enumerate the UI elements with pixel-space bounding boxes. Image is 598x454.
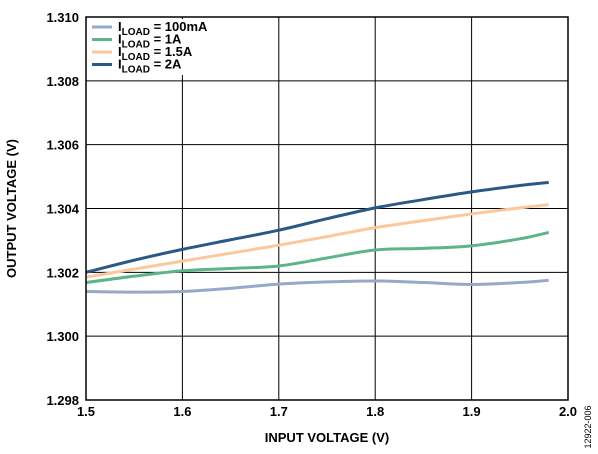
- legend-label-0: ILOAD = 100mA: [118, 19, 208, 38]
- y-tick-labels: 1.298 1.300 1.302 1.304 1.306 1.308 1.310: [46, 10, 79, 408]
- y-tick-label: 1.298: [46, 393, 79, 408]
- series-line-1: [85, 230, 550, 285]
- series-line-2: [85, 203, 549, 279]
- y-tick-label: 1.300: [46, 329, 79, 344]
- x-tick-label: 1.6: [173, 404, 191, 419]
- y-tick-label: 1.310: [46, 10, 79, 25]
- x-axis-title: INPUT VOLTAGE (V): [265, 430, 389, 445]
- y-tick-label: 1.304: [46, 202, 79, 217]
- x-tick-label: 1.9: [463, 404, 481, 419]
- legend-label-3: ILOAD = 2A: [118, 57, 182, 76]
- x-tick-label: 1.5: [77, 404, 95, 419]
- x-tick-label: 1.7: [270, 404, 288, 419]
- x-tick-labels: 1.5 1.6 1.7 1.8 1.9 2.0: [77, 404, 577, 419]
- legend-label-2: ILOAD = 1.5A: [118, 44, 193, 63]
- x-tick-label: 2.0: [559, 404, 577, 419]
- x-tick-label: 1.8: [366, 404, 384, 419]
- series-line-0: [85, 278, 549, 294]
- legend-label-1: ILOAD = 1A: [118, 32, 182, 51]
- series-lines: [85, 180, 550, 294]
- y-axis-title: OUTPUT VOLTAGE (V): [4, 139, 19, 278]
- plot-frame: [85, 16, 569, 401]
- figure-id: 12922-006: [583, 405, 593, 448]
- y-tick-label: 1.306: [46, 138, 79, 153]
- y-tick-label: 1.302: [46, 265, 79, 280]
- y-tick-label: 1.308: [46, 74, 79, 89]
- series-line-3: [85, 180, 549, 274]
